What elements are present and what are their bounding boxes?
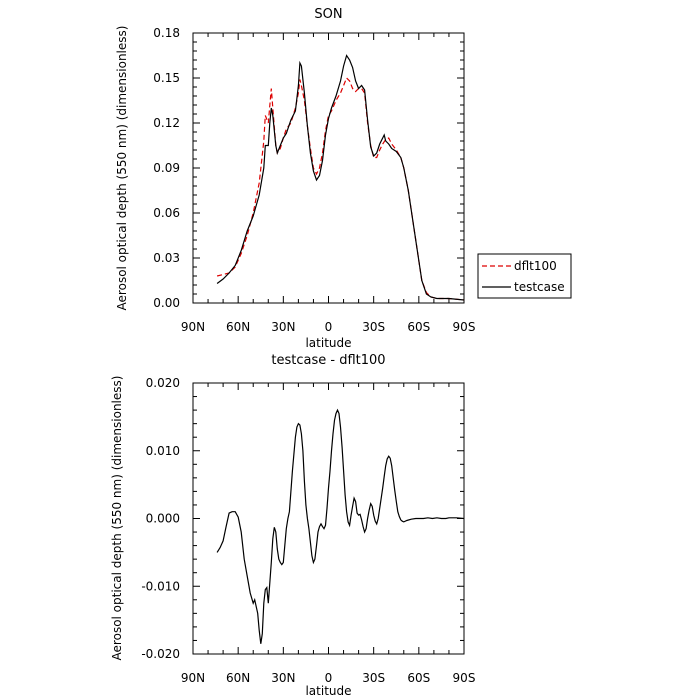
top-title: SON — [314, 7, 342, 22]
bottom-title: testcase - dflt100 — [271, 353, 385, 368]
top-series-line-dflt100 — [216, 76, 465, 301]
bottom-series-line-difference — [216, 408, 465, 644]
top-y-ticks: 0.00 0.03 0.06 0.09 0.12 0.15 0.18 — [153, 26, 464, 310]
top-plot-frame — [192, 32, 465, 304]
top-y-tick-label: 0.09 — [153, 161, 180, 175]
top-series-line-testcase — [216, 54, 465, 301]
bottom-xlabel: latitude — [305, 684, 351, 698]
top-y-tick-label: 0.00 — [153, 296, 180, 310]
top-x-tick-label: 60S — [407, 320, 430, 334]
top-x-tick-label: 30N — [271, 320, 295, 334]
top-panel: SON latitude Aerosol optical depth (550 … — [115, 7, 475, 350]
top-x-tick-label: 30S — [362, 320, 385, 334]
top-y-tick-label: 0.06 — [153, 206, 180, 220]
bottom-y-tick-label: -0.020 — [141, 647, 180, 661]
legend-box — [477, 253, 572, 299]
top-x-tick-label: 60N — [226, 320, 250, 334]
top-x-tick-label: 0 — [325, 320, 333, 334]
bottom-x-tick-label: 30S — [362, 671, 385, 685]
bottom-ylabel: Aerosol optical depth (550 nm) (dimensio… — [110, 376, 124, 661]
top-series-group — [216, 54, 465, 301]
bottom-x-tick-label: 0 — [325, 671, 333, 685]
top-x-tick-label: 90N — [181, 320, 205, 334]
top-y-tick-label: 0.18 — [153, 26, 180, 40]
bottom-series-group — [216, 408, 465, 644]
top-x-ticks: 90N 60N 30N 0 30S 60S 90S — [181, 33, 476, 334]
legend-label-testcase: testcase — [514, 280, 565, 294]
bottom-y-ticks: -0.020 -0.010 0.000 0.010 0.020 — [141, 376, 464, 661]
bottom-y-tick-label: 0.010 — [146, 444, 180, 458]
bottom-panel: testcase - dflt100 latitude Aerosol opti… — [110, 353, 475, 698]
top-y-tick-label: 0.03 — [153, 251, 180, 265]
top-ylabel: Aerosol optical depth (550 nm) (dimensio… — [115, 26, 129, 311]
top-y-tick-label: 0.12 — [153, 116, 180, 130]
bottom-x-ticks: 90N 60N 30N 0 30S 60S 90S — [181, 383, 476, 685]
bottom-x-tick-label: 90S — [453, 671, 476, 685]
top-x-tick-label: 90S — [453, 320, 476, 334]
bottom-y-tick-label: 0.000 — [146, 512, 180, 526]
bottom-x-tick-label: 60S — [407, 671, 430, 685]
legend: dflt100 testcase — [477, 253, 572, 299]
legend-label-dflt100: dflt100 — [514, 259, 557, 273]
bottom-x-tick-label: 60N — [226, 671, 250, 685]
top-xlabel: latitude — [305, 336, 351, 350]
bottom-x-tick-label: 90N — [181, 671, 205, 685]
bottom-y-tick-label: 0.020 — [146, 376, 180, 390]
top-y-tick-label: 0.15 — [153, 71, 180, 85]
bottom-x-tick-label: 30N — [271, 671, 295, 685]
bottom-y-tick-label: -0.010 — [141, 579, 180, 593]
